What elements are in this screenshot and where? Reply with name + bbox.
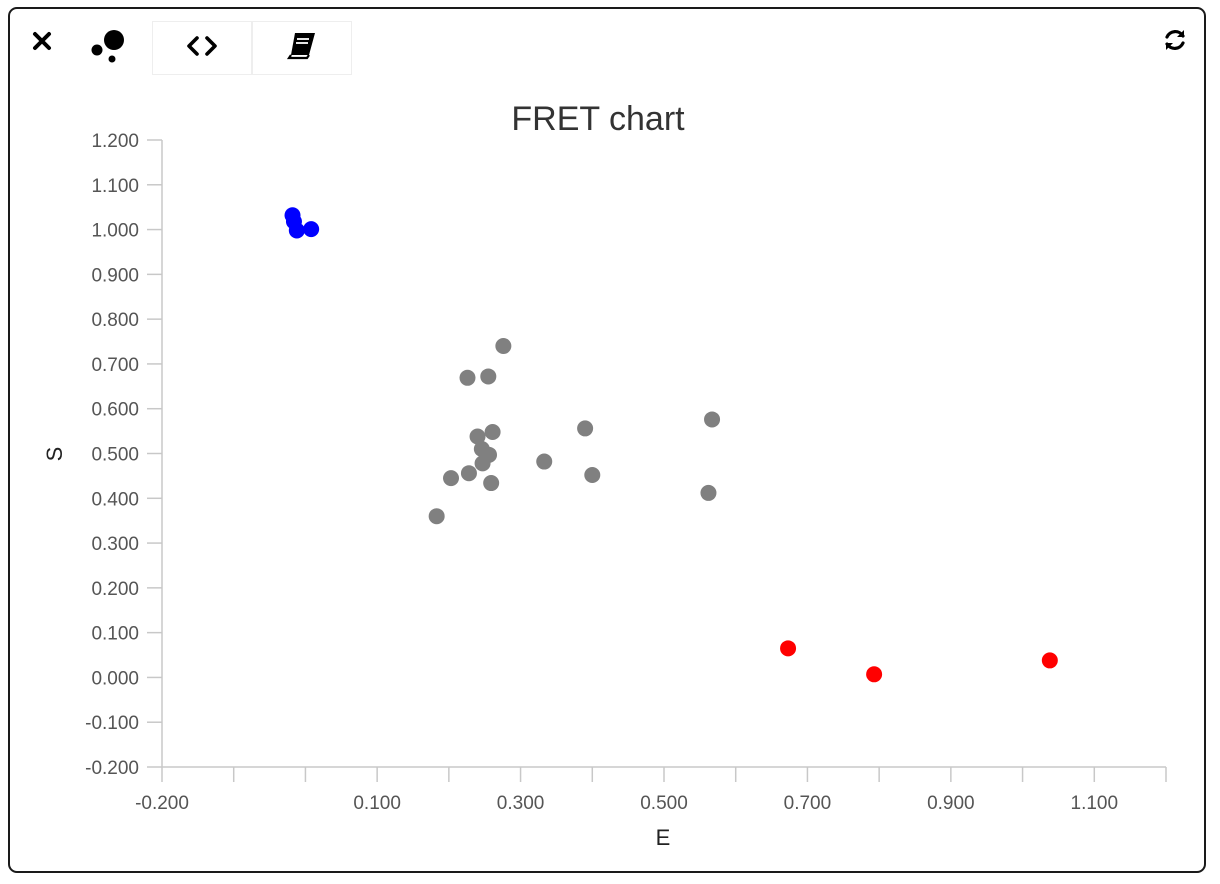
data-point: [780, 640, 797, 657]
x-tick-label: -0.200: [135, 793, 189, 814]
y-tick-label: 0.900: [91, 265, 139, 286]
data-point: [480, 368, 497, 385]
data-point: [577, 420, 594, 437]
data-point: [536, 453, 553, 470]
data-point: [495, 338, 512, 355]
x-axis-label: E: [656, 825, 671, 850]
y-tick-label: 0.700: [91, 355, 139, 376]
x-tick-label: 0.900: [927, 793, 975, 814]
y-tick-label: 0.500: [91, 445, 139, 466]
y-tick-label: -0.200: [85, 758, 139, 779]
refresh-icon[interactable]: [1160, 25, 1190, 55]
y-tick-label: 1.200: [91, 131, 139, 152]
y-tick-label: 1.000: [91, 221, 139, 242]
x-tick-label: 0.300: [497, 793, 545, 814]
data-point: [584, 466, 601, 483]
x-tick-label: 0.500: [640, 793, 688, 814]
data-point: [428, 508, 445, 525]
data-point: [704, 411, 721, 428]
y-tick-label: 0.400: [91, 489, 139, 510]
data-point: [288, 222, 305, 239]
y-tick-label: 0.000: [91, 668, 139, 689]
y-tick-label: 0.200: [91, 579, 139, 600]
bubbles-button[interactable]: [58, 21, 158, 75]
data-point: [484, 424, 501, 441]
data-point: [459, 369, 476, 386]
y-tick-label: 0.100: [91, 624, 139, 645]
data-point: [1041, 652, 1058, 669]
x-tick-label: 0.100: [353, 793, 401, 814]
y-tick-label: 0.600: [91, 400, 139, 421]
data-point: [483, 475, 500, 492]
code-button[interactable]: [152, 21, 252, 75]
y-tick-label: 1.100: [91, 176, 139, 197]
chart-title: FRET chart: [511, 100, 685, 138]
data-point: [481, 446, 498, 463]
data-point: [303, 221, 320, 238]
bubbles-icon: [88, 26, 128, 71]
toolbar: [10, 9, 1204, 79]
code-icon: [186, 34, 218, 63]
close-icon[interactable]: [28, 27, 56, 55]
data-point: [866, 666, 883, 683]
chart-panel: [8, 7, 1206, 873]
y-tick-label: -0.100: [85, 713, 139, 734]
book-icon: [286, 30, 318, 67]
data-point: [469, 428, 486, 445]
x-tick-label: 0.700: [784, 793, 832, 814]
book-button[interactable]: [252, 21, 352, 75]
y-tick-label: 0.300: [91, 534, 139, 555]
data-point: [443, 470, 460, 487]
x-tick-label: 1.100: [1071, 793, 1119, 814]
y-tick-label: 0.800: [91, 310, 139, 331]
data-point: [700, 484, 717, 501]
y-axis-label: S: [42, 447, 67, 462]
data-point: [460, 465, 477, 482]
